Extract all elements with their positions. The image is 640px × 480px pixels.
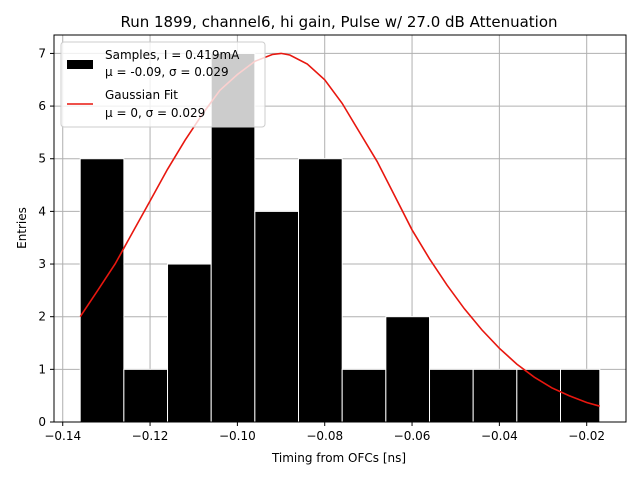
- histogram-bar: [79, 158, 125, 423]
- x-tick-label: −0.08: [306, 429, 343, 443]
- histogram-bar: [254, 210, 300, 423]
- histogram-bar: [167, 263, 212, 423]
- plot-frame: [53, 34, 627, 423]
- gaussian-fit-line: [79, 52, 601, 407]
- chart-title: Run 1899, channel6, hi gain, Pulse w/ 27…: [120, 13, 557, 31]
- y-tick-label: 1: [38, 362, 46, 376]
- legend: Samples, I = 0.419mA μ = -0.09, σ = 0.02…: [60, 41, 266, 128]
- legend-fit-line1: Gaussian Fit: [105, 88, 178, 102]
- y-tick-label: 6: [38, 99, 46, 113]
- y-tick-label: 0: [38, 415, 46, 429]
- x-tick-label: −0.12: [132, 429, 169, 443]
- x-axis-ticks: −0.14 −0.12 −0.10 −0.08 −0.06 −0.04 −0.02: [44, 422, 605, 443]
- x-tick-label: −0.10: [219, 429, 256, 443]
- histogram-bar: [560, 368, 601, 423]
- histogram-bar: [516, 368, 562, 423]
- x-tick-label: −0.06: [394, 429, 431, 443]
- legend-fit-line2: μ = 0, σ = 0.029: [105, 106, 205, 120]
- y-tick-label: 2: [38, 310, 46, 324]
- y-tick-label: 4: [38, 204, 46, 218]
- x-axis-label: Timing from OFCs [ns]: [271, 451, 406, 465]
- histogram-bar: [123, 368, 169, 423]
- histogram-bar: [429, 368, 474, 423]
- gaussian-fit-curve: [79, 52, 601, 407]
- x-tick-label: −0.02: [568, 429, 605, 443]
- y-tick-label: 7: [38, 46, 46, 60]
- x-tick-label: −0.14: [44, 429, 81, 443]
- histogram-bar: [385, 316, 431, 423]
- y-axis-label: Entries: [15, 207, 29, 249]
- x-tick-label: −0.04: [481, 429, 518, 443]
- histogram-bar: [298, 158, 343, 423]
- legend-box: [60, 41, 266, 128]
- histogram-bar: [472, 368, 518, 423]
- legend-samples-swatch: [67, 60, 93, 69]
- legend-samples-line1: Samples, I = 0.419mA: [105, 48, 240, 62]
- legend-samples-line2: μ = -0.09, σ = 0.029: [105, 65, 229, 79]
- histogram-bar: [341, 368, 387, 423]
- y-axis-ticks: 0 1 2 3 4 5 6 7: [38, 46, 54, 429]
- y-tick-label: 5: [38, 152, 46, 166]
- y-tick-label: 3: [38, 257, 46, 271]
